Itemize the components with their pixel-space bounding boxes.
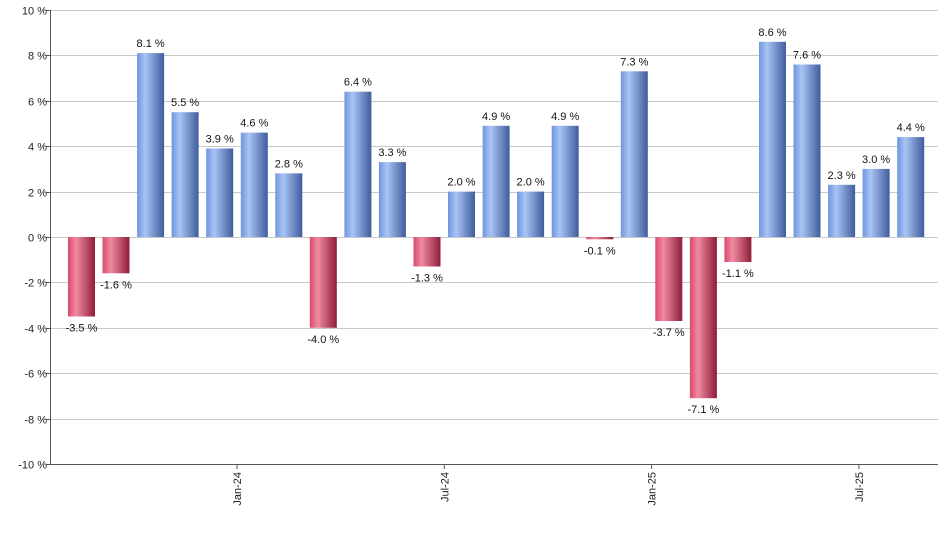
data-labels: -3.5 % -1.6 % 8.1 % 5.5 % 3.9 % 4.6 % 2.8 % -4.… [66,27,925,416]
bar-value-label: 4.4 % [897,122,925,134]
bar-value-label: 3.3 % [378,147,406,159]
bar [206,148,234,237]
bar-value-label: 7.3 % [620,56,648,68]
bar [240,132,268,237]
bar-value-label: 2.8 % [275,158,303,170]
bar [862,168,890,237]
bar [620,71,648,237]
bar-value-label: -0.1 % [584,245,616,257]
y-tick-label: 4 % [28,142,47,154]
bar-value-label: -4.0 % [307,334,339,346]
bar [137,53,165,237]
bar [68,237,95,317]
y-tick-label: -8 % [24,415,47,427]
bar-value-label: -1.3 % [411,273,443,285]
bar [724,237,752,262]
bar [413,237,441,267]
bar-value-label: 2.0 % [517,177,545,189]
bar-value-label: 2.0 % [447,177,475,189]
bar [517,191,545,237]
bar [689,237,717,399]
y-tick-label: -10 % [18,460,47,472]
y-tick-label: -4 % [24,324,47,336]
bar [828,184,856,237]
bar [309,237,337,328]
x-tick-label: Jul-24 [439,472,451,502]
bar-value-label: 8.1 % [137,38,165,50]
y-tick-label: -2 % [24,278,47,290]
y-tick-label: 2 % [28,188,47,200]
bar-value-label: 3.0 % [862,154,890,166]
bar-value-label: 4.6 % [240,118,268,130]
bar [448,191,475,237]
bars [68,41,925,399]
bar-value-label: 6.4 % [344,77,372,89]
bar [378,162,406,237]
bar-value-label: -1.1 % [722,268,754,280]
x-tick-label: Jan-25 [647,472,659,506]
bar [344,91,372,237]
y-tick-label: 6 % [28,97,47,109]
bar [759,41,786,237]
bar [793,64,821,237]
bar-value-label: -1.6 % [100,279,132,291]
y-tick-label: 0 % [28,233,47,245]
bar-value-label: 2.3 % [828,170,856,182]
bar-value-label: -3.5 % [66,323,98,335]
bar [275,173,303,237]
bar-value-label: -3.7 % [653,327,685,339]
bar [102,237,130,274]
bar-value-label: 5.5 % [171,97,199,109]
bar [551,125,579,237]
bar [482,125,510,237]
x-tick-label: Jul-25 [854,472,866,502]
bar-value-label: 4.9 % [482,111,510,123]
y-tick-label: 10 % [22,6,47,18]
x-tick-label: Jan-24 [232,472,244,506]
y-tick-label: 8 % [28,51,47,63]
bar [586,237,614,240]
bar-value-label: 3.9 % [206,134,234,146]
bar [171,112,199,237]
y-tick-label: -6 % [24,369,47,381]
bar-value-label: 4.9 % [551,111,579,123]
bar [655,237,683,321]
bar-value-label: 8.6 % [758,27,786,39]
bar-value-label: 7.6 % [793,50,821,62]
axes: -10 % -8 % -6 % -4 % -2 % 0 % 2 % 4 % 6 % 8 % 10 %… [18,6,938,506]
bar [897,137,925,237]
bar-value-label: -7.1 % [688,404,720,416]
